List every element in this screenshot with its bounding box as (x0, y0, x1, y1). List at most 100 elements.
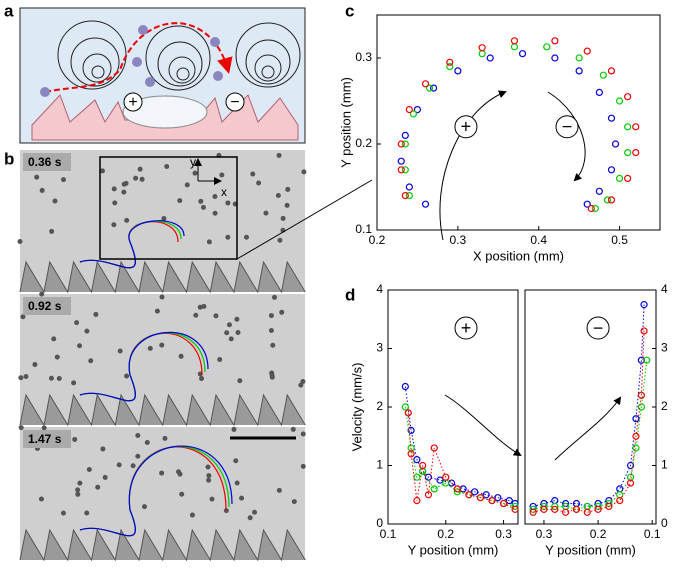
data-point (599, 71, 608, 79)
bead (117, 348, 123, 354)
y-tick-label: 0.2 (355, 136, 372, 150)
bead (23, 374, 29, 380)
data-point (605, 502, 613, 511)
bead (198, 198, 204, 204)
bead (74, 320, 80, 326)
x-tick-label: 0.4 (530, 233, 547, 247)
bead (275, 193, 281, 199)
plot-frame (376, 14, 661, 231)
data-point (454, 67, 462, 75)
y-tick-label: 1 (376, 458, 383, 472)
data-point (615, 97, 624, 105)
micrographs: 0.36 s 0.92 s 1.47 s (17, 150, 307, 562)
data-point (637, 391, 645, 399)
bead (178, 353, 184, 359)
bead (60, 177, 66, 183)
data-point (478, 50, 486, 58)
data-point (595, 88, 603, 97)
bead (135, 433, 141, 439)
data-point (404, 409, 412, 417)
data-point (482, 491, 490, 499)
data-point (607, 166, 616, 174)
data-point (632, 415, 640, 423)
data-point (405, 105, 413, 114)
y-tick-label: 4 (661, 282, 668, 296)
data-point (401, 131, 409, 139)
bead (179, 491, 185, 497)
bead (252, 509, 258, 515)
bead (54, 354, 60, 360)
bead (116, 462, 122, 468)
series-line (404, 386, 516, 504)
bead (147, 345, 153, 351)
data-point (430, 485, 438, 493)
data-point (486, 54, 494, 62)
bead (111, 222, 117, 228)
bead (164, 163, 170, 169)
data-point (518, 50, 527, 58)
data-point (413, 105, 422, 114)
bead (205, 464, 211, 470)
data-point (424, 473, 433, 481)
data-point (591, 204, 599, 213)
trajectory (79, 445, 233, 537)
data-point (575, 67, 583, 75)
plus-circle (123, 92, 143, 112)
bead (159, 470, 165, 476)
bead (141, 504, 147, 510)
bead (192, 170, 198, 176)
bead (139, 176, 145, 182)
bead (77, 480, 83, 486)
bead (256, 180, 262, 186)
bead (223, 508, 229, 514)
bead (247, 515, 253, 521)
axis-label: x (221, 185, 227, 199)
data-point (607, 67, 616, 75)
data-point (551, 37, 559, 45)
surface (19, 260, 306, 294)
bead (39, 187, 45, 193)
bead (48, 375, 54, 381)
data-point (430, 444, 438, 452)
data-point (401, 382, 409, 391)
data-point (637, 403, 645, 411)
x-tick-label: 0.3 (495, 527, 512, 541)
data-point (453, 485, 461, 493)
time-box (23, 297, 71, 315)
trajectory (79, 220, 185, 269)
annotation-circle (454, 316, 478, 340)
annotation-circle (555, 115, 579, 139)
data-point (572, 505, 581, 513)
bead (121, 181, 127, 187)
data-point (421, 200, 430, 208)
bead (231, 426, 237, 432)
y-axis-label: Velocity (mm/s) (349, 363, 364, 452)
bead (71, 380, 77, 386)
data-point (499, 499, 508, 508)
data-point (587, 204, 595, 213)
panel-label: a (4, 1, 14, 20)
data-point (488, 497, 496, 505)
bead (300, 463, 306, 469)
minus-circle (225, 92, 245, 112)
bead (95, 484, 101, 490)
data-point (430, 84, 438, 92)
data-point (478, 44, 486, 52)
bead (121, 189, 127, 195)
bead (93, 311, 99, 317)
annotation: + (461, 318, 472, 338)
bead (276, 152, 282, 158)
annotation: + (461, 117, 472, 137)
data-point (626, 461, 635, 470)
data-point (405, 183, 413, 191)
bead (226, 322, 232, 328)
bead (301, 169, 307, 175)
bead (243, 234, 249, 240)
time-label: 1.47 s (28, 432, 62, 446)
bead (213, 313, 219, 319)
data-point (401, 192, 409, 200)
particles (40, 25, 223, 97)
bead (133, 175, 139, 181)
time-label: 0.36 s (28, 155, 62, 169)
data-point (401, 166, 409, 174)
